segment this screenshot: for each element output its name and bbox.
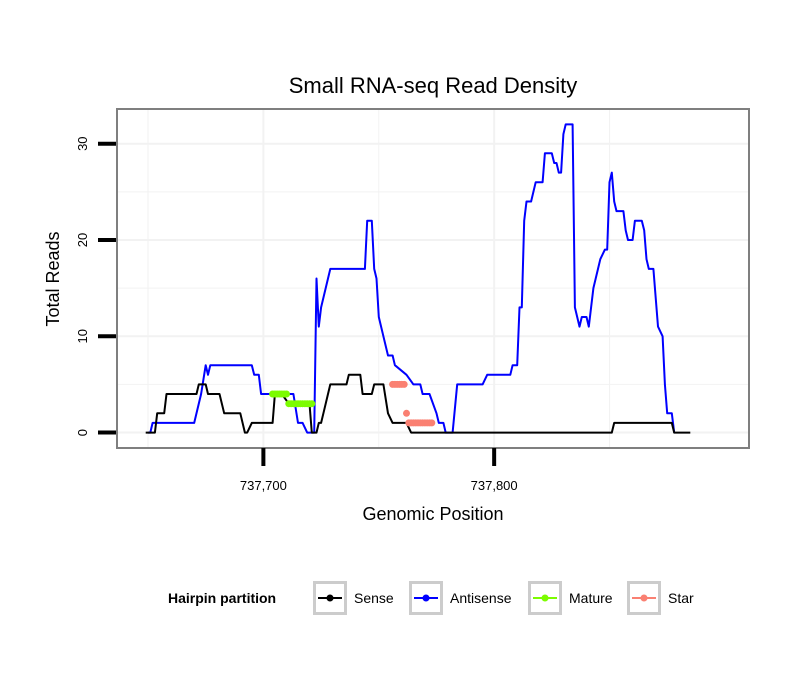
mature-point-6 (283, 390, 290, 398)
y-tick-label-2: 20 (75, 233, 90, 247)
star-point-17 (428, 419, 436, 427)
legend-key-dot-mature (541, 594, 549, 602)
y-tick-label-0: 0 (75, 429, 90, 436)
x-axis: 737,700 737,800 (240, 448, 518, 493)
legend-key-dot-sense (326, 594, 334, 602)
legend-label-mature: Mature (569, 590, 613, 606)
legend: Hairpin partition Sense Antisense Mature St… (168, 581, 694, 615)
series-line-sense (145, 373, 691, 434)
series-star (389, 380, 436, 427)
legend-label-antisense: Antisense (450, 590, 512, 606)
y-tick-label-1: 10 (75, 329, 90, 343)
series-layer (145, 123, 691, 434)
series-mature (269, 390, 316, 408)
legend-label-sense: Sense (354, 590, 394, 606)
series-line-antisense (148, 123, 676, 434)
legend-label-star: Star (668, 590, 694, 606)
y-axis-title: Total Reads (43, 231, 63, 326)
chart-title: Small RNA-seq Read Density (289, 73, 578, 98)
legend-title: Hairpin partition (168, 590, 276, 606)
x-axis-title: Genomic Position (362, 504, 503, 524)
mature-point-17 (308, 400, 316, 408)
legend-key-dot-antisense (422, 594, 430, 602)
star-point-5 (400, 380, 408, 388)
star-point-6 (403, 409, 410, 417)
legend-key-dot-star (640, 594, 648, 602)
y-axis: 0 10 20 30 (75, 136, 116, 436)
y-tick-label-3: 30 (75, 136, 90, 150)
x-tick-label-1: 737,800 (471, 478, 518, 493)
x-tick-label-0: 737,700 (240, 478, 287, 493)
plot-panel-border (116, 108, 750, 449)
